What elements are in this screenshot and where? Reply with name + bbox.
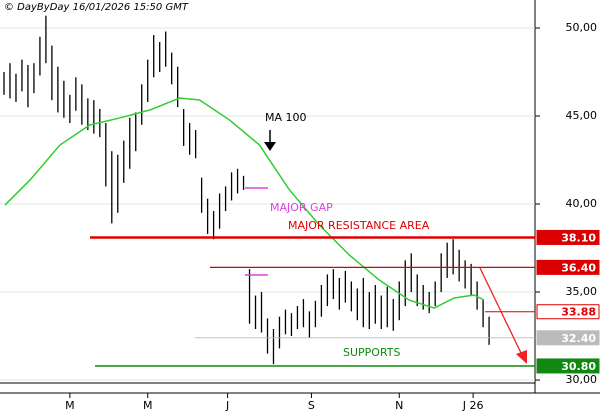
ma-line xyxy=(4,97,485,309)
chart-title: © DayByDay 16/01/2026 15:50 GMT xyxy=(4,2,189,13)
x-tick-label: M xyxy=(65,399,75,412)
level-box xyxy=(536,259,600,275)
annotation: MA 100 xyxy=(265,111,307,124)
level-box xyxy=(536,330,600,346)
x-tick-label: N xyxy=(395,399,403,412)
level-box xyxy=(536,229,600,245)
x-tick-label: S xyxy=(308,399,315,412)
x-tick-label: J 26 xyxy=(462,399,484,412)
arrow xyxy=(479,267,523,356)
arrowhead xyxy=(264,142,276,151)
arrowhead xyxy=(516,350,527,364)
level-label: 38.10 xyxy=(561,231,596,244)
y-tick-label: 50,00 xyxy=(566,21,598,34)
x-tick-label: M xyxy=(143,399,153,412)
level-label: 30.80 xyxy=(561,360,596,373)
annotation: SUPPORTS xyxy=(343,346,401,359)
level-label: 36.40 xyxy=(561,261,596,274)
y-tick-label: 40,00 xyxy=(566,197,598,210)
y-tick-label: 30,00 xyxy=(566,373,598,386)
annotation: MAJOR GAP xyxy=(270,201,333,214)
y-tick-label: 35,00 xyxy=(566,285,598,298)
y-tick-label: 45,00 xyxy=(566,109,598,122)
level-box xyxy=(536,358,600,374)
level-label: 33.88 xyxy=(561,306,596,319)
x-tick-label: J xyxy=(225,399,229,412)
level-label: 32.40 xyxy=(561,332,596,345)
level-box xyxy=(536,304,600,320)
annotation: MAJOR RESISTANCE AREA xyxy=(288,219,430,232)
